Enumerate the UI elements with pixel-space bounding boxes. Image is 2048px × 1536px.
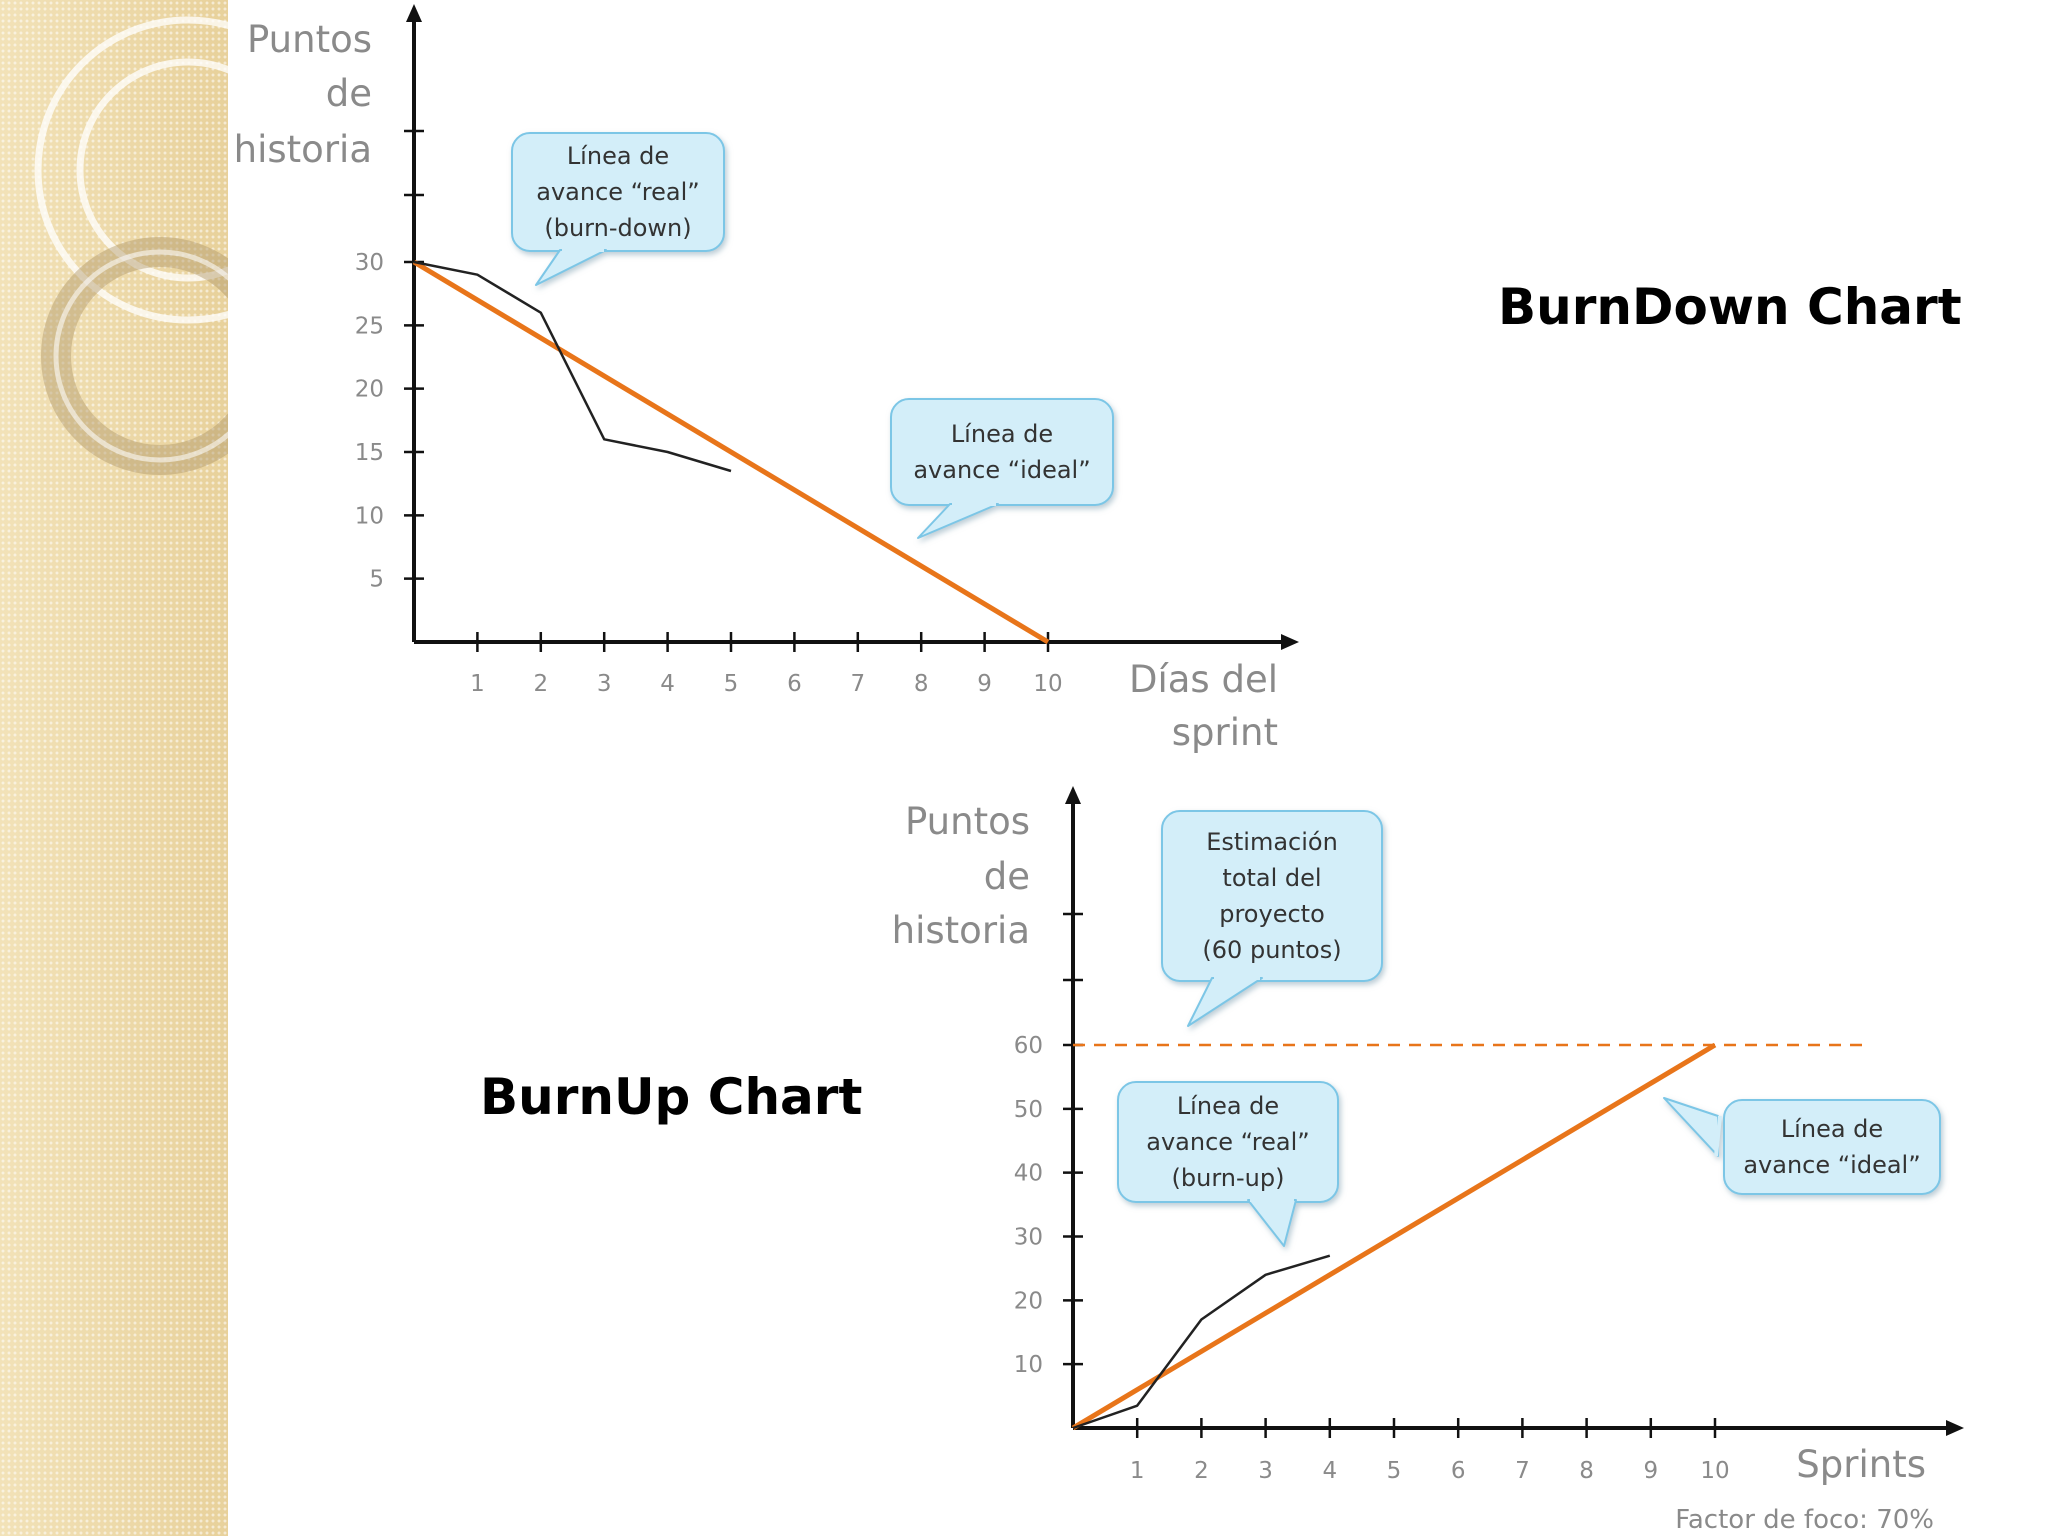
real-progress-line — [413, 260, 732, 473]
x-axis-title: Sprints — [1796, 1443, 1926, 1486]
callout-pointer-icon — [917, 503, 999, 539]
burnup-chart: 10 20 30 40 50 60 1 2 3 4 5 6 7 8 9 10 Puntos de historia S… — [892, 786, 1964, 1486]
callout-ideal — [1663, 1097, 1941, 1195]
x-tick-label: 10 — [1033, 671, 1062, 697]
x-tick-label: 4 — [1322, 1458, 1337, 1484]
x-tick-label: 2 — [533, 671, 548, 697]
y-tick-label: 20 — [1014, 1288, 1043, 1314]
callout-pointer-icon — [1663, 1097, 1719, 1157]
callout-total — [1161, 810, 1383, 1027]
x-tick-label: 9 — [977, 671, 992, 697]
y-tick-label: 50 — [1014, 1097, 1043, 1123]
sidebar-decoration — [0, 0, 228, 1536]
burndown-chart: 5 10 15 20 25 30 1 2 3 4 5 6 7 8 9 10 Puntos de historia Dí… — [234, 4, 1299, 754]
x-axis-title: sprint — [1172, 711, 1278, 754]
x-tick-label: 3 — [597, 671, 612, 697]
callout-text: (burn-up) — [1172, 1164, 1285, 1192]
y-tick-label: 30 — [355, 250, 384, 276]
x-axis-title: Días del — [1129, 658, 1278, 701]
callout-text: avance “ideal” — [913, 456, 1090, 484]
callout-text: (burn-down) — [544, 214, 691, 242]
callout-pointer-icon — [1247, 1199, 1297, 1247]
callout-text: Estimación — [1206, 828, 1338, 856]
callout-joint — [1714, 1115, 1722, 1157]
x-tick-label: 6 — [787, 671, 802, 697]
callout-ideal — [890, 398, 1114, 539]
callout-real — [1117, 1081, 1339, 1247]
callout-real — [511, 132, 725, 286]
x-tick-label: 10 — [1700, 1458, 1729, 1484]
ring-ornament-icon — [34, 16, 228, 475]
callout-text: proyecto — [1219, 900, 1325, 928]
y-tick-label: 40 — [1014, 1161, 1043, 1187]
x-axis-arrow-icon — [1281, 634, 1299, 650]
callout-text: (60 puntos) — [1202, 936, 1341, 964]
callout-text: Línea de — [951, 420, 1053, 448]
x-tick-label: 1 — [470, 671, 485, 697]
real-progress-line — [1072, 1254, 1331, 1430]
burndown-title: BurnDown Chart — [1498, 278, 1962, 336]
callout-pointer-icon — [1187, 977, 1263, 1027]
x-axis-arrow-icon — [1946, 1420, 1964, 1436]
y-axis-title: historia — [234, 128, 372, 171]
callout-bubble — [1161, 810, 1383, 982]
x-tick-label: 8 — [1579, 1458, 1594, 1484]
y-tick-label: 30 — [1014, 1225, 1043, 1251]
y-tick-label: 15 — [355, 440, 384, 466]
ideal-progress-line — [1071, 1042, 1717, 1431]
x-tick-label: 8 — [914, 671, 929, 697]
callout-bubble — [1117, 1081, 1339, 1203]
callout-bubble — [890, 398, 1114, 506]
callout-bubble — [1723, 1099, 1941, 1195]
x-tick-label: 7 — [1515, 1458, 1530, 1484]
y-axis-title: Puntos — [247, 18, 372, 61]
x-tick-label: 3 — [1258, 1458, 1273, 1484]
y-axis-title: Puntos — [905, 800, 1030, 843]
callout-text: Línea de — [1781, 1115, 1883, 1143]
callout-text: Línea de — [567, 142, 669, 170]
y-tick-label: 5 — [369, 567, 384, 593]
x-tick-label: 6 — [1451, 1458, 1466, 1484]
callout-text: avance “real” — [536, 178, 699, 206]
y-tick-label: 60 — [1014, 1033, 1043, 1059]
callout-pointer-icon — [535, 249, 607, 286]
callout-text: total del — [1222, 864, 1321, 892]
x-tick-label: 5 — [1387, 1458, 1402, 1484]
y-tick-label: 10 — [1014, 1352, 1043, 1378]
y-axis-arrow-icon — [406, 4, 422, 22]
focus-factor-note: Factor de foco: 70% — [1675, 1505, 1934, 1535]
y-tick-label: 25 — [355, 313, 384, 339]
callout-text: avance “real” — [1146, 1128, 1309, 1156]
y-axis-title: de — [326, 72, 372, 115]
x-tick-label: 5 — [724, 671, 739, 697]
x-tick-label: 2 — [1194, 1458, 1209, 1484]
y-tick-label: 20 — [355, 377, 384, 403]
x-tick-label: 7 — [850, 671, 865, 697]
x-tick-label: 9 — [1643, 1458, 1658, 1484]
ideal-progress-line — [412, 259, 1050, 645]
callout-text: avance “ideal” — [1743, 1151, 1920, 1179]
y-tick-label: 10 — [355, 503, 384, 529]
y-axis-arrow-icon — [1065, 786, 1081, 804]
y-axis-title: historia — [892, 909, 1030, 952]
burnup-title: BurnUp Chart — [480, 1068, 863, 1126]
callout-bubble — [511, 132, 725, 252]
x-tick-label: 4 — [660, 671, 675, 697]
callout-text: Línea de — [1177, 1092, 1279, 1120]
x-tick-label: 1 — [1130, 1458, 1145, 1484]
y-axis-title: de — [984, 855, 1030, 898]
